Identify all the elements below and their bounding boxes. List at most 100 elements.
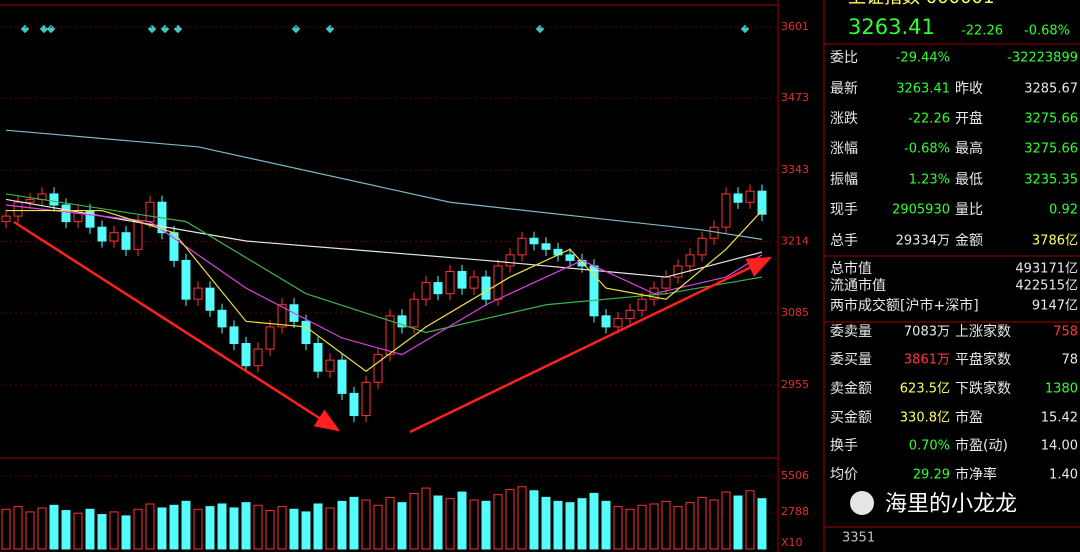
volume-bar (217, 503, 227, 550)
quote-label: 涨幅 (830, 141, 858, 157)
volume-unit-label: X10 (781, 536, 803, 549)
volume-bar (301, 511, 311, 550)
volume-bar (337, 500, 347, 550)
volume-bar (325, 507, 335, 550)
volume-bar (361, 499, 371, 550)
quote-table: 委比 -29.44% -32223899 最新 3263.41 昨收 3285.67 涨跌 -2… (830, 50, 1078, 483)
quote-value: 3235.35 (1024, 173, 1078, 188)
candle-body (457, 270, 467, 289)
volume-bar (553, 500, 563, 550)
quote-label: 两市成交额[沪市+深市] (830, 297, 979, 314)
volume-bar (133, 508, 143, 550)
candle-body (385, 315, 395, 356)
candle-body (685, 254, 695, 267)
candle-body (325, 359, 335, 372)
candle-body (97, 226, 107, 242)
quote-value: 15.42 (1041, 411, 1078, 426)
volume-bar (433, 495, 443, 550)
volume-bar (157, 507, 167, 550)
y-tick-label: 3214 (781, 235, 809, 248)
volume-bar (481, 500, 491, 550)
volume-bar (457, 491, 467, 550)
volume-bar (205, 506, 215, 550)
volume-tick-label: 5506 (781, 469, 809, 482)
moving-average (5, 129, 763, 240)
watermark: 海里的小龙龙 (885, 492, 1017, 517)
candle-body (613, 318, 623, 328)
quote-label: 市盈(动) (955, 437, 1008, 454)
volume-bar (469, 499, 479, 550)
quote-value: 422515亿 (1015, 279, 1078, 294)
volume-bar (241, 502, 251, 550)
quote-label: 市净率 (955, 466, 997, 483)
moving-average (5, 193, 763, 334)
quote-label: 最高 (955, 140, 983, 157)
quote-label: 总市值 (830, 260, 872, 277)
candle-body (265, 326, 275, 350)
volume-bar (529, 490, 539, 550)
candle-body (217, 309, 227, 328)
quote-value: -32223899 (1007, 51, 1078, 66)
volume-bar (565, 502, 575, 550)
y-tick-label: 2955 (781, 378, 809, 391)
moving-average (5, 198, 763, 278)
volume-bar (541, 496, 551, 550)
volume-bar (85, 508, 95, 550)
trend-arrows (13, 220, 773, 434)
volume-bar (109, 511, 119, 550)
volume-bar (253, 504, 263, 550)
quote-label: 最低 (955, 172, 983, 188)
footer-value: 3351 (842, 531, 875, 546)
candle-body (337, 359, 347, 394)
volume-bar (13, 506, 23, 550)
volume-bar (517, 486, 527, 550)
volume-bar (673, 506, 683, 550)
quote-label: 委买量 (830, 352, 872, 368)
quote-value: 330.8亿 (900, 411, 950, 426)
quote-label: 振幅 (830, 172, 858, 188)
volume-bar (637, 504, 647, 550)
volume-bar (493, 494, 503, 550)
candle-body (253, 348, 263, 367)
candle-body (541, 243, 551, 250)
quote-label: 买金额 (830, 410, 872, 426)
quote-value: 2905930 (892, 203, 950, 218)
candle-body (745, 190, 755, 203)
index-price: 3263.41 (848, 15, 935, 39)
volume-bar (697, 496, 707, 550)
candle-body (517, 237, 527, 256)
candle-body (697, 237, 707, 256)
quote-value: 3263.41 (896, 82, 950, 97)
quote-value: 3275.66 (1024, 142, 1078, 157)
volume-bar (709, 499, 719, 550)
volume-bar (625, 508, 635, 550)
candle-body (301, 320, 311, 345)
candle-body (589, 265, 599, 317)
plot: 3601 3473 3343 3214 3085 2955 5506 2788 X10 (0, 20, 809, 550)
candle-body (397, 315, 407, 328)
volume-bar (349, 496, 359, 550)
quote-value: 3861万 (904, 353, 950, 368)
candle-body (205, 287, 215, 311)
candle-body (13, 201, 23, 217)
volume-tick-label: 2788 (781, 505, 809, 518)
event-markers (20, 24, 750, 34)
volume-bar (25, 511, 35, 550)
quote-label: 最新 (830, 81, 858, 97)
quote-value: -0.68% (904, 142, 950, 157)
volume-bar (577, 498, 587, 550)
volume-bar (409, 492, 419, 550)
candle-body (601, 315, 611, 328)
volume-bar (73, 512, 83, 550)
candle-body (121, 232, 131, 250)
quote-value: 7083万 (904, 325, 950, 340)
candle-body (625, 309, 635, 320)
volume-bar (145, 503, 155, 550)
candle-body (61, 204, 71, 223)
quote-label: 总手 (830, 233, 858, 249)
candle-body (505, 254, 515, 267)
volume-bar (733, 495, 743, 550)
volume-bar (721, 491, 731, 550)
candle-body (181, 259, 191, 300)
volume-bar (421, 487, 431, 550)
